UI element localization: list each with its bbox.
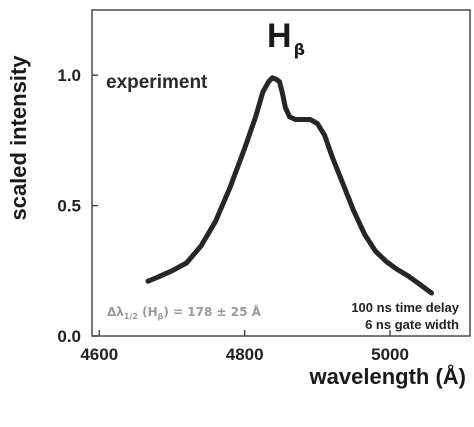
chart-title-subscript: β — [294, 40, 305, 59]
x-tick-label: 4800 — [226, 345, 264, 364]
fwhm-subscript: 1/2 — [124, 312, 138, 321]
fwhm-value: ) = 178 ± 25 Å — [163, 304, 261, 319]
spectrum-point — [330, 154, 334, 158]
time-delay-label: 100 ns time delay — [351, 300, 459, 315]
spectrum-point — [385, 260, 388, 263]
spectrum-point — [261, 91, 264, 94]
fwhm-middle: (H — [138, 305, 158, 319]
x-tick-label: 5000 — [371, 345, 409, 364]
spectrum-point — [146, 280, 150, 283]
spectrum-point — [308, 118, 312, 121]
spectrum-point — [156, 276, 159, 279]
spectrum-point — [170, 269, 174, 272]
spectrum-point — [185, 261, 188, 265]
spectrum-point — [396, 268, 399, 271]
spectrum-point — [294, 118, 297, 121]
spectrum-point — [288, 115, 291, 119]
y-axis-ticks: 0.0 0.5 1.0 — [57, 66, 98, 346]
spectrum-point — [278, 80, 281, 83]
spectrum-point — [214, 220, 217, 223]
x-axis-label: wavelength (Å) — [309, 363, 466, 389]
spectrum-point — [271, 76, 274, 80]
spectrum-point — [199, 244, 203, 248]
spectrum-point — [243, 147, 246, 150]
chart-title-main: H — [267, 17, 292, 55]
spectrum-point — [417, 282, 421, 285]
spectrum-point — [363, 233, 366, 236]
y-axis-label: scaled intensity — [6, 55, 31, 221]
spectrum-point — [341, 182, 344, 185]
fwhm-prefix: Δλ — [107, 305, 124, 319]
spectrum-point — [352, 209, 355, 212]
spectrum-point — [284, 106, 287, 110]
fwhm-annotation: Δλ1/2 (Hβ) = 178 ± 25 Å — [107, 304, 262, 321]
spectrum-point — [301, 118, 304, 121]
spectrum-point — [430, 291, 433, 295]
gate-width-label: 6 ns gate width — [365, 317, 459, 332]
spectrum-point — [254, 115, 257, 119]
y-tick-label: 1.0 — [57, 66, 81, 85]
y-tick-label: 0.0 — [57, 327, 81, 346]
spectrum-point — [323, 134, 326, 137]
spectrum-point — [407, 274, 410, 278]
y-tick-label: 0.5 — [57, 197, 81, 216]
spectrum-point — [374, 250, 377, 253]
spectrum-point — [228, 186, 232, 189]
plot-area-frame — [91, 9, 471, 337]
spectrum-point — [267, 80, 270, 83]
x-tick-label: 4600 — [80, 345, 118, 364]
spectrum-point — [281, 92, 284, 95]
x-axis-ticks: 4600 4800 5000 — [80, 330, 409, 364]
fwhm-middle-subscript: β — [158, 312, 164, 321]
series-layer — [145, 75, 434, 296]
experiment-label: experiment — [106, 72, 208, 93]
hbeta-spectrum-line — [145, 75, 434, 296]
spectrum-point — [316, 122, 319, 125]
spectrum-point — [274, 77, 278, 81]
